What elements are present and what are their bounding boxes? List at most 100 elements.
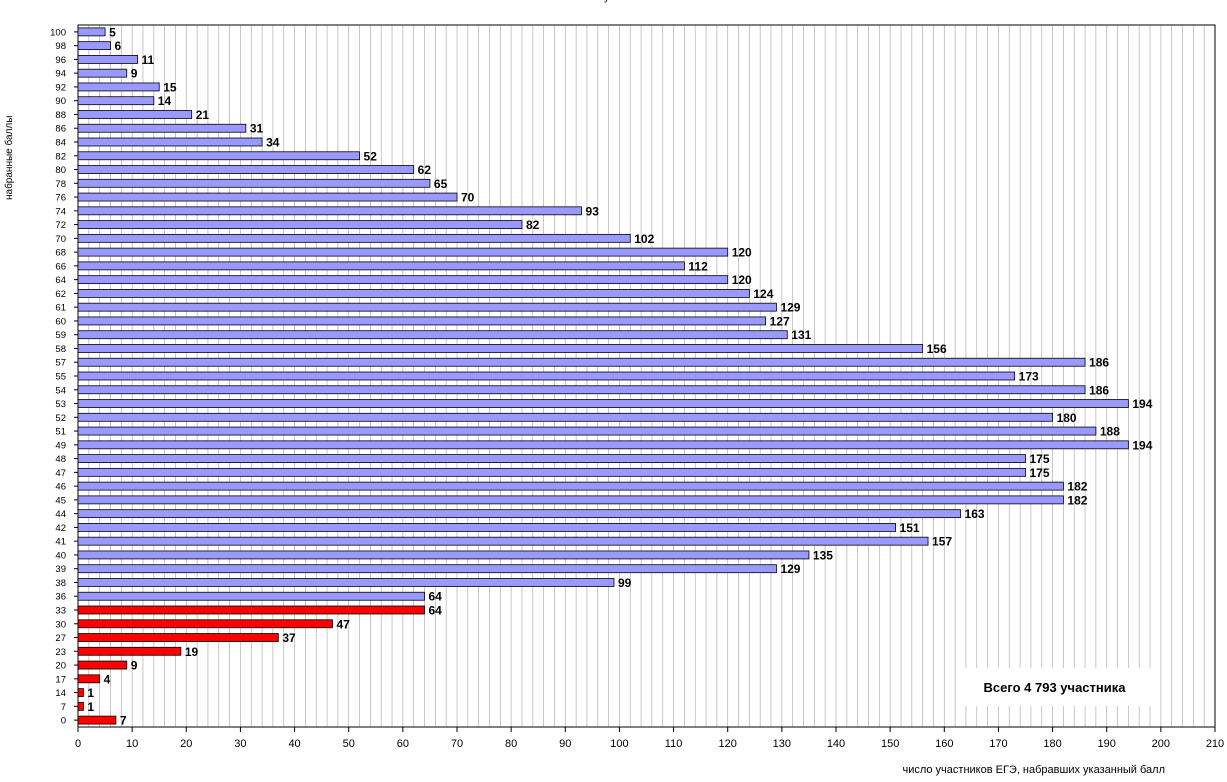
data-label: 173 (1019, 370, 1039, 384)
bar (77, 96, 155, 106)
bar (77, 481, 1064, 491)
bar (77, 220, 523, 229)
data-label: 157 (932, 535, 952, 549)
bar (77, 591, 425, 601)
x-tick-label: 70 (451, 738, 463, 750)
bar (77, 55, 138, 64)
data-label: 186 (1089, 356, 1109, 370)
data-label: 15 (163, 80, 177, 94)
bar (77, 178, 431, 188)
data-label: 52 (364, 149, 378, 163)
bar (77, 247, 729, 257)
y-tick-label: 44 (55, 509, 66, 520)
bar (77, 261, 685, 271)
y-tick-label: 47 (55, 468, 66, 479)
x-tick-label: 20 (180, 738, 192, 750)
data-label: 1 (87, 686, 94, 700)
x-tick-label: 210 (1206, 738, 1224, 750)
y-tick-label: 52 (55, 413, 66, 424)
bar (77, 27, 106, 37)
y-tick-label: 36 (55, 592, 66, 603)
data-label: 65 (434, 177, 448, 191)
y-tick-label: 57 (55, 358, 66, 369)
y-tick-label: 7 (61, 702, 66, 713)
bar (77, 426, 1097, 436)
bar (77, 316, 767, 326)
x-tick-label: 190 (1098, 738, 1116, 750)
y-tick-label: 27 (55, 633, 66, 644)
bar (77, 302, 777, 312)
bar (77, 206, 582, 216)
y-tick-label: 70 (55, 234, 66, 245)
y-tick-label: 98 (55, 41, 66, 52)
bar (77, 454, 1026, 463)
x-tick-label: 50 (343, 738, 355, 750)
data-label: 129 (780, 301, 800, 315)
data-label: 62 (418, 163, 432, 177)
y-tick-label: 74 (55, 206, 66, 217)
bar (77, 68, 128, 78)
bar (77, 660, 128, 670)
y-tick-label: 39 (55, 564, 66, 575)
data-label: 7 (120, 714, 127, 728)
bar (77, 151, 360, 161)
data-label: 64 (429, 590, 443, 604)
data-label: 194 (1132, 397, 1152, 411)
y-tick-label: 62 (55, 289, 66, 300)
y-tick-label: 45 (55, 495, 66, 506)
bar (77, 371, 1016, 381)
y-tick-label: 61 (55, 303, 66, 314)
y-tick-label: 92 (55, 82, 66, 93)
data-label: 180 (1057, 411, 1077, 425)
bar (77, 82, 160, 92)
x-tick-label: 0 (75, 738, 81, 750)
bar (77, 330, 788, 340)
data-label: 127 (770, 314, 790, 328)
y-tick-label: 14 (55, 688, 66, 699)
x-tick-label: 140 (827, 738, 845, 750)
x-tick-label: 10 (126, 738, 138, 750)
data-label: 182 (1067, 493, 1087, 507)
data-label: 99 (618, 576, 632, 590)
data-label: 182 (1067, 480, 1087, 494)
y-tick-label: 33 (55, 606, 66, 617)
data-label: 19 (185, 645, 199, 659)
data-label: 14 (158, 94, 172, 108)
y-tick-label: 17 (55, 674, 66, 685)
bar (77, 344, 924, 353)
bar (77, 137, 263, 147)
data-label: 129 (780, 562, 800, 576)
data-label: 93 (586, 204, 600, 218)
x-tick-label: 150 (881, 738, 899, 750)
y-tick-label: 86 (55, 124, 66, 135)
bar (77, 509, 961, 519)
data-label: 5 (109, 25, 116, 39)
bar (77, 688, 84, 697)
y-tick-label: 51 (55, 427, 66, 438)
y-tick-label: 0 (61, 716, 66, 727)
bar (77, 165, 415, 174)
data-label: 102 (634, 232, 654, 246)
bar (77, 550, 810, 560)
y-tick-label: 94 (55, 69, 66, 80)
y-tick-label: 59 (55, 330, 66, 341)
y-tick-label: 84 (55, 138, 66, 149)
bar (77, 385, 1086, 395)
data-label: 186 (1089, 383, 1109, 397)
data-label: 37 (282, 631, 296, 645)
bar (77, 646, 182, 656)
y-axis-label: набранные баллы (4, 115, 15, 200)
y-tick-label: 41 (55, 537, 66, 548)
bar (77, 536, 929, 546)
bar (77, 357, 1086, 367)
data-label: 31 (250, 122, 264, 136)
y-tick-label: 68 (55, 248, 66, 259)
data-label: 47 (336, 617, 350, 631)
bar (77, 110, 193, 119)
data-label: 64 (429, 604, 443, 618)
x-tick-label: 100 (610, 738, 628, 750)
bar (77, 715, 117, 725)
y-tick-label: 66 (55, 261, 66, 272)
x-tick-label: 130 (773, 738, 791, 750)
